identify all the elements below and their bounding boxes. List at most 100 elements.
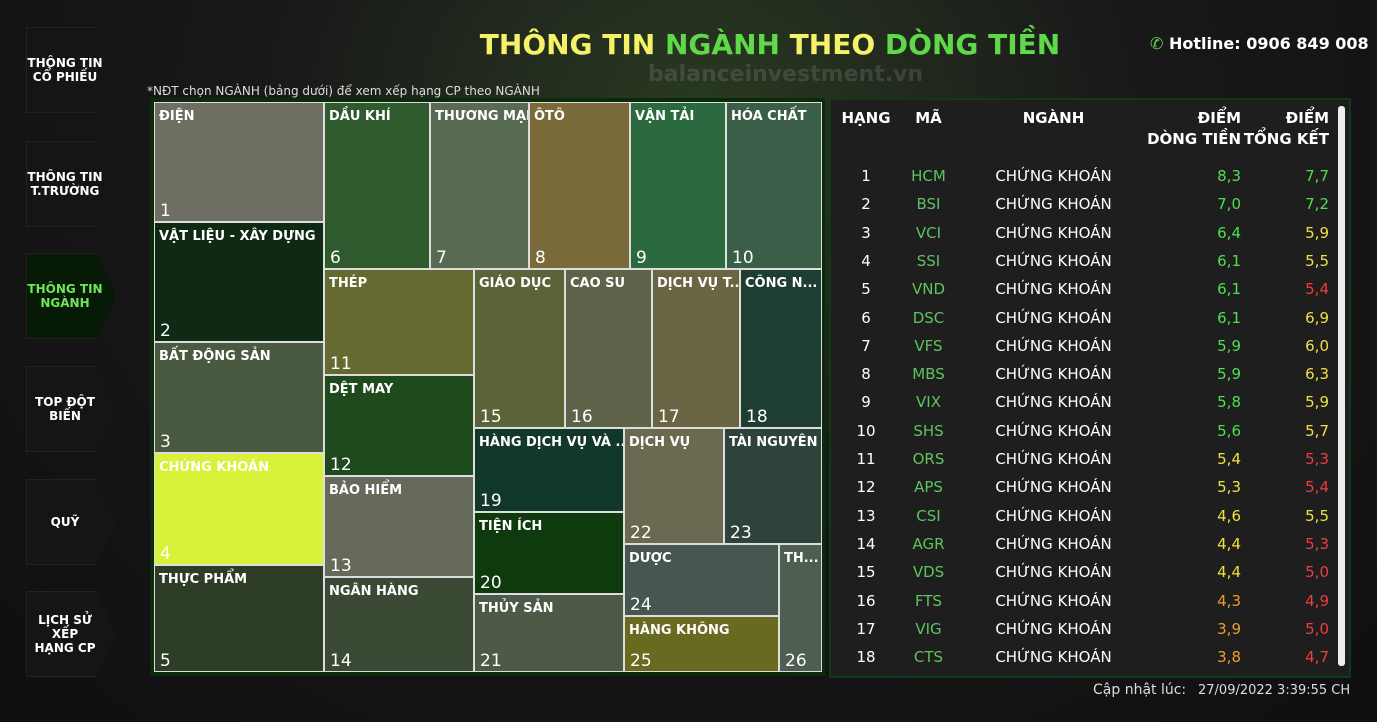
table-header: HẠNG bbox=[841, 109, 891, 127]
tile-label: TIỆN ÍCH bbox=[479, 519, 543, 534]
table-cell[interactable]: VND bbox=[911, 280, 946, 299]
table-cell[interactable]: VIG bbox=[915, 619, 942, 638]
treemap-tile[interactable]: CÔNG N... 18 bbox=[740, 269, 822, 428]
table-cell[interactable]: FTS bbox=[914, 591, 943, 610]
treemap-tile[interactable]: ÔTÔ 8 bbox=[529, 102, 630, 269]
tile-rank: 9 bbox=[636, 248, 647, 268]
table-cell: 5,0 bbox=[1305, 563, 1329, 582]
table-cell[interactable]: VCI bbox=[915, 223, 942, 242]
tile-label: VẬN TẢI bbox=[635, 109, 695, 124]
tile-rank: 13 bbox=[330, 556, 352, 576]
treemap-tile[interactable]: HÓA CHẤT 10 bbox=[726, 102, 822, 269]
scrollbar[interactable] bbox=[1338, 106, 1345, 666]
table-cell: 12 bbox=[856, 478, 876, 497]
tile-rank: 15 bbox=[480, 407, 502, 427]
tile-rank: 24 bbox=[630, 595, 652, 615]
table-cell[interactable]: BSI bbox=[916, 195, 941, 214]
title-part: THÔNG TIN bbox=[479, 28, 665, 61]
table-cell: 3 bbox=[861, 223, 871, 242]
tile-label: DỊCH VỤ T... bbox=[657, 276, 740, 291]
treemap-tile[interactable]: DỊCH VỤ T... 17 bbox=[652, 269, 740, 428]
treemap-tile[interactable]: VẬN TẢI 9 bbox=[630, 102, 726, 269]
treemap-tile[interactable]: GIÁO DỤC 15 bbox=[474, 269, 565, 428]
tile-rank: 1 bbox=[160, 201, 171, 221]
table-cell[interactable]: DSC bbox=[912, 308, 945, 327]
table-cell[interactable]: HCM bbox=[911, 167, 946, 185]
table-cell: 6,1 bbox=[1217, 251, 1241, 270]
tile-rank: 26 bbox=[785, 651, 807, 671]
nav-button[interactable]: LỊCH SỬ XẾP HẠNG CP bbox=[26, 591, 116, 677]
tile-label: DỊCH VỤ bbox=[629, 435, 691, 450]
treemap-tile[interactable]: CAO SU 16 bbox=[565, 269, 652, 428]
treemap-tile[interactable]: BẢO HIỂM 13 bbox=[324, 476, 474, 577]
treemap-tile[interactable]: VẬT LIỆU - XÂY DỰNG 2 bbox=[154, 222, 324, 342]
table-cell[interactable]: ORS bbox=[912, 450, 945, 468]
treemap-tile[interactable]: TH... 26 bbox=[779, 544, 822, 672]
table-cell: 10 bbox=[856, 421, 876, 440]
table-cell: 4,3 bbox=[1217, 591, 1241, 610]
watermark: balanceinvestment.vn bbox=[648, 62, 924, 87]
table-cell: 7,0 bbox=[1217, 195, 1241, 214]
treemap-tile[interactable]: ĐIỆN 1 bbox=[154, 102, 324, 222]
treemap-tile[interactable]: HÀNG DỊCH VỤ VÀ ... 19 bbox=[474, 428, 624, 512]
table-cell[interactable]: VFS bbox=[914, 336, 943, 355]
table-cell[interactable]: SHS bbox=[913, 421, 944, 440]
table-cell: 5,9 bbox=[1217, 365, 1241, 384]
table-cell: 7,2 bbox=[1305, 195, 1329, 214]
tile-label: TH... bbox=[784, 551, 819, 566]
tile-rank: 10 bbox=[732, 248, 754, 268]
nav-button[interactable]: TOP ĐỘT BIẾN bbox=[26, 366, 116, 452]
treemap-tile[interactable]: DƯỢC 24 bbox=[624, 544, 779, 616]
nav-button[interactable]: QUỸ bbox=[26, 479, 116, 565]
table-cell: 4,4 bbox=[1217, 563, 1241, 582]
treemap-tile[interactable]: BẤT ĐỘNG SẢN 3 bbox=[154, 342, 324, 453]
table-cell: 6,1 bbox=[1217, 280, 1241, 299]
treemap-tile[interactable]: DỆT MAY 12 bbox=[324, 375, 474, 476]
table-cell: CHỨNG KHOÁN bbox=[995, 280, 1112, 299]
treemap-tile[interactable]: NGÂN HÀNG 14 bbox=[324, 577, 474, 672]
table-cell[interactable]: APS bbox=[914, 478, 943, 497]
treemap-tile[interactable]: CHỨNG KHOÁN 4 bbox=[154, 453, 324, 565]
tile-label: THỰC PHẨM bbox=[159, 572, 248, 587]
table-cell: CHỨNG KHOÁN bbox=[995, 336, 1112, 355]
treemap-tile[interactable]: HÀNG KHÔNG 25 bbox=[624, 616, 779, 672]
table-cell: CHỨNG KHOÁN bbox=[995, 223, 1112, 242]
table-cell: 18 bbox=[856, 648, 876, 667]
table-cell: 13 bbox=[856, 506, 876, 525]
tile-label: THƯƠNG MẠI bbox=[435, 109, 529, 124]
tile-label: CÔNG N... bbox=[745, 276, 818, 291]
table-cell: 8,3 bbox=[1217, 167, 1241, 185]
treemap-tile[interactable]: THỰC PHẨM 5 bbox=[154, 565, 324, 672]
table-header: MÃ bbox=[915, 109, 942, 127]
table-cell[interactable]: VIX bbox=[916, 393, 941, 412]
treemap-tile[interactable]: THƯƠNG MẠI 7 bbox=[430, 102, 529, 269]
table-cell[interactable]: AGR bbox=[912, 534, 945, 553]
treemap-tile[interactable]: TIỆN ÍCH 20 bbox=[474, 512, 624, 594]
table-cell[interactable]: CTS bbox=[913, 648, 944, 667]
treemap-tile[interactable]: DỊCH VỤ 22 bbox=[624, 428, 724, 544]
table-cell: 7,7 bbox=[1305, 167, 1329, 185]
tile-label: ĐIỆN bbox=[159, 109, 195, 124]
table-cell[interactable]: SSI bbox=[916, 251, 941, 270]
table-header: ĐIỂM DÒNG TIỀN bbox=[1147, 109, 1241, 148]
table-cell: 6 bbox=[861, 308, 871, 327]
tile-label: VẬT LIỆU - XÂY DỰNG bbox=[159, 229, 316, 244]
table-cell: 15 bbox=[856, 563, 876, 582]
tile-rank: 16 bbox=[571, 407, 593, 427]
nav-button[interactable]: THÔNG TIN T.TRƯỜNG bbox=[26, 141, 116, 227]
treemap-tile[interactable]: THỦY SẢN 21 bbox=[474, 594, 624, 672]
nav-button[interactable]: THÔNG TIN CỔ PHIẾU bbox=[26, 27, 116, 113]
treemap-tile[interactable]: THÉP 11 bbox=[324, 269, 474, 375]
table-cell[interactable]: MBS bbox=[912, 365, 945, 384]
tile-rank: 3 bbox=[160, 432, 171, 452]
table-cell: 6,4 bbox=[1217, 223, 1241, 242]
tile-label: GIÁO DỤC bbox=[479, 276, 552, 291]
nav-button[interactable]: THÔNG TIN NGÀNH bbox=[26, 253, 116, 339]
table-cell: 5,0 bbox=[1305, 619, 1329, 638]
table-cell[interactable]: CSI bbox=[916, 506, 941, 525]
treemap-tile[interactable]: TÀI NGUYÊN 23 bbox=[724, 428, 822, 544]
table-cell: 5,6 bbox=[1217, 421, 1241, 440]
table-cell[interactable]: VDS bbox=[912, 563, 945, 582]
phone-icon: ✆ bbox=[1150, 34, 1169, 53]
treemap-tile[interactable]: DẦU KHÍ 6 bbox=[324, 102, 430, 269]
